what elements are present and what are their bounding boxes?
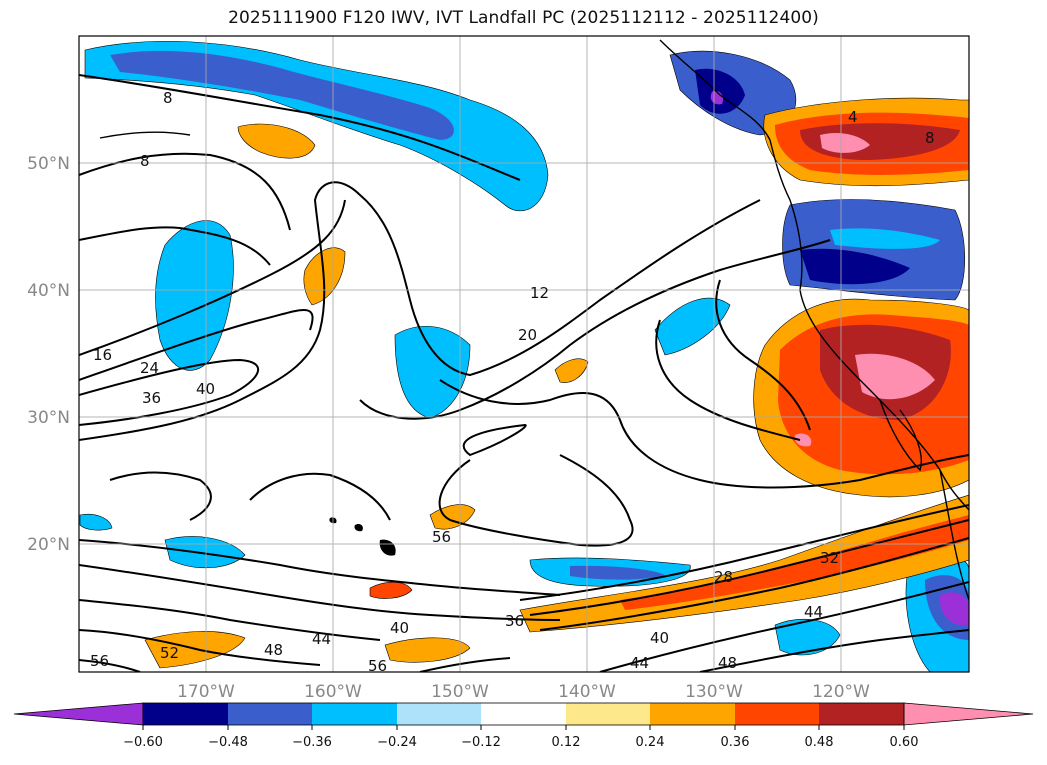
colorbar-bin bbox=[143, 703, 228, 725]
positive-anomaly-fields bbox=[144, 97, 969, 669]
colorbar-tick-label: 0.60 bbox=[890, 735, 919, 750]
lon-label-170w: 170°W bbox=[177, 682, 235, 702]
orange-field-south-mid bbox=[384, 637, 471, 663]
colorbar-tick-label: 0.36 bbox=[721, 735, 750, 750]
blue-field-mid bbox=[394, 325, 471, 419]
contour-label: 48 bbox=[718, 654, 737, 672]
contour-label: 44 bbox=[804, 603, 823, 621]
lat-label-30n: 30°N bbox=[27, 408, 70, 428]
lon-label-120w: 120°W bbox=[812, 682, 870, 702]
contour-label: 4 bbox=[848, 108, 858, 126]
pink-field-west-coast bbox=[820, 133, 870, 153]
blue-core-pnw bbox=[800, 248, 910, 285]
contour-label: 16 bbox=[93, 346, 112, 364]
negative-anomaly-fields bbox=[79, 40, 969, 672]
orange-field-gulf bbox=[237, 123, 316, 159]
coastlines bbox=[99, 39, 969, 601]
contour-label: 24 bbox=[140, 359, 159, 377]
red-field-band bbox=[620, 515, 969, 610]
map-plot-area: 8 8 16 24 36 40 12 20 56 52 48 44 40 56 … bbox=[79, 36, 969, 675]
latitude-labels: 50°N 40°N 30°N 20°N bbox=[27, 154, 70, 555]
colorbar-extend-low bbox=[13, 702, 144, 726]
colorbar-tick-label: 0.12 bbox=[552, 735, 581, 750]
lon-label-160w: 160°W bbox=[304, 682, 362, 702]
lat-label-40n: 40°N bbox=[27, 281, 70, 301]
map-frame bbox=[78, 35, 970, 673]
contour-label: 12 bbox=[530, 284, 549, 302]
contour-label: 32 bbox=[820, 549, 839, 567]
contour-label: 44 bbox=[312, 630, 331, 648]
colorbar-frame bbox=[142, 702, 905, 726]
contour-label: 40 bbox=[390, 619, 409, 637]
orange-field-mid bbox=[554, 358, 589, 383]
contour-lines bbox=[79, 74, 969, 672]
contour-label: 36 bbox=[142, 389, 161, 407]
coastline-mexico bbox=[939, 469, 969, 601]
contour-label: 40 bbox=[650, 629, 669, 647]
colorbar-bin bbox=[566, 703, 650, 725]
contour-label: 56 bbox=[90, 652, 109, 670]
contour-label: 28 bbox=[714, 568, 733, 586]
colorbar-tick-label: −0.60 bbox=[123, 735, 163, 750]
blue-core-subtropic bbox=[570, 565, 665, 580]
lon-label-140w: 140°W bbox=[558, 682, 616, 702]
map-title: 2025111900 F120 IWV, IVT Landfall PC (20… bbox=[228, 8, 819, 28]
blue-core-gulf-alaska bbox=[110, 50, 454, 140]
colorbar-bin bbox=[397, 703, 481, 725]
colorbar-ticks bbox=[142, 725, 905, 730]
colorbar-bin bbox=[735, 703, 819, 725]
contour-label: 52 bbox=[160, 644, 179, 662]
colorbar-bin bbox=[228, 703, 312, 725]
lon-label-150w: 150°W bbox=[431, 682, 489, 702]
longitude-labels: 170°W 160°W 150°W 140°W 130°W 120°W bbox=[177, 682, 870, 702]
colorbar-tick-label: −0.12 bbox=[461, 735, 501, 750]
colorbar-bin bbox=[819, 703, 904, 725]
lon-label-130w: 130°W bbox=[685, 682, 743, 702]
lat-label-50n: 50°N bbox=[27, 154, 70, 174]
contour-label: 8 bbox=[163, 89, 173, 107]
pink-dots-california bbox=[794, 433, 812, 447]
contour-label: 8 bbox=[140, 152, 150, 170]
coastline-west-coast bbox=[789, 199, 969, 511]
contour-label: 48 bbox=[264, 641, 283, 659]
colorbar-tick-label: 0.24 bbox=[636, 735, 665, 750]
colorbar-bin bbox=[312, 703, 397, 725]
colorbar-tick-labels: −0.60 −0.48 −0.36 −0.24 −0.12 0.12 0.24 … bbox=[123, 735, 918, 750]
coastline-baja bbox=[879, 399, 922, 472]
contour-label: 56 bbox=[368, 657, 387, 675]
blue-field-west bbox=[79, 513, 113, 531]
gridlines bbox=[79, 36, 969, 672]
contour-label: 40 bbox=[196, 380, 215, 398]
blue-field-gulf-alaska bbox=[84, 40, 549, 212]
coastline-aleutians bbox=[99, 131, 191, 139]
colorbar-tick-label: −0.36 bbox=[292, 735, 332, 750]
contour-label: 56 bbox=[432, 528, 451, 546]
blue-core-bc bbox=[695, 68, 745, 114]
blue-field-offshore bbox=[654, 297, 731, 356]
contour-label: 36 bbox=[505, 612, 524, 630]
pink-field-california bbox=[855, 353, 935, 400]
contour-labels: 8 8 16 24 36 40 12 20 56 52 48 44 40 56 … bbox=[90, 89, 935, 675]
contour-label: 8 bbox=[925, 129, 935, 147]
colorbar-tick-label: −0.48 bbox=[208, 735, 248, 750]
lat-label-20n: 20°N bbox=[27, 535, 70, 555]
colorbar-bin bbox=[481, 703, 566, 725]
colorbar-tick-label: −0.24 bbox=[377, 735, 417, 750]
orange-field-band bbox=[519, 494, 969, 633]
colorbar-bin bbox=[650, 703, 735, 725]
contour-label: 44 bbox=[630, 654, 649, 672]
blue-light-pnw bbox=[830, 228, 940, 249]
colorbar-extend-high bbox=[903, 702, 1034, 726]
contour-label: 20 bbox=[518, 326, 537, 344]
purple-core-mexico bbox=[939, 592, 969, 626]
colorbar: −0.60 −0.48 −0.36 −0.24 −0.12 0.12 0.24 … bbox=[13, 702, 1034, 750]
coastline-alaska bbox=[659, 39, 791, 201]
orange-field-hawaii bbox=[369, 581, 413, 599]
colorbar-tick-label: 0.48 bbox=[805, 735, 834, 750]
